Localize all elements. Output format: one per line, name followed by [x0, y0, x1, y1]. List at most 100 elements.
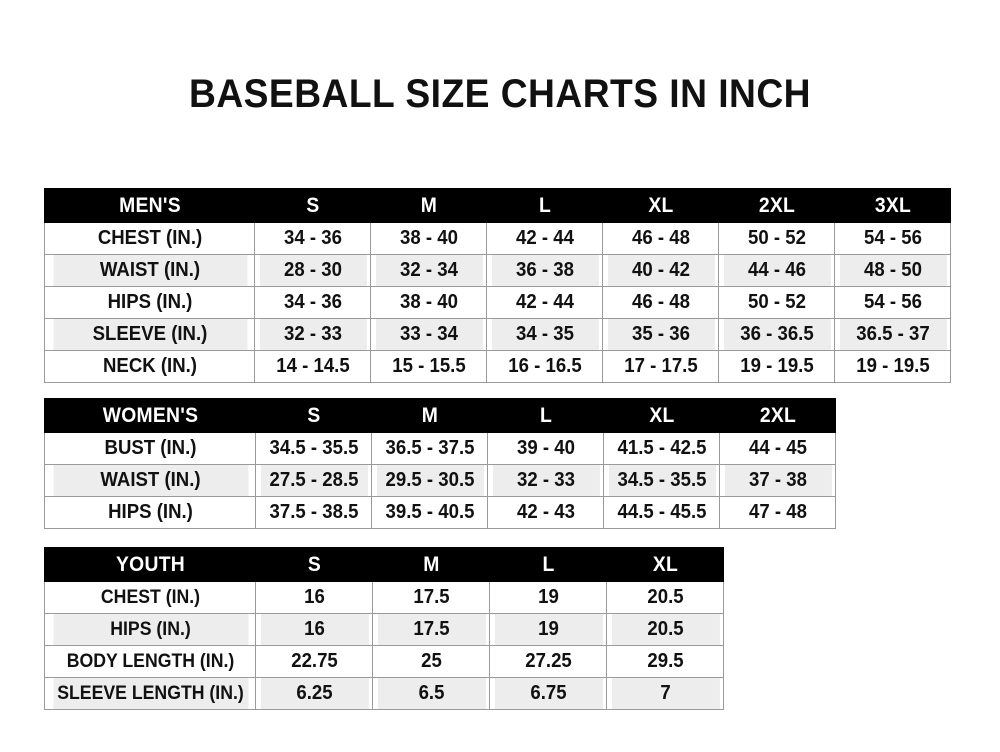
cell-value: 50 - 52: [722, 222, 831, 255]
womens-header-l: L: [491, 398, 600, 433]
cell-value: 6.75: [493, 677, 603, 710]
cell-value: 46 - 48: [606, 286, 715, 319]
table-row: HIPS (IN.) 34 - 36 38 - 40 42 - 44 46 - …: [45, 286, 951, 319]
cell-value: 25: [376, 645, 486, 678]
row-label: WAIST (IN.): [51, 254, 248, 287]
row-label: SLEEVE LENGTH (IN.): [51, 677, 249, 710]
cell-value: 27.25: [493, 645, 603, 678]
womens-table-body: BUST (IN.) 34.5 - 35.5 36.5 - 37.5 39 - …: [45, 432, 836, 529]
cell-value: 19 - 19.5: [838, 350, 947, 383]
womens-header-row: WOMEN'S S M L XL 2XL: [44, 398, 836, 433]
cell-value: 19: [493, 613, 603, 646]
womens-header-2xl: 2XL: [723, 398, 832, 433]
cell-value: 42 - 44: [490, 222, 599, 255]
row-label: CHEST (IN.): [51, 222, 248, 255]
row-label: BODY LENGTH (IN.): [51, 645, 249, 678]
cell-value: 17.5: [376, 581, 486, 614]
table-row: BUST (IN.) 34.5 - 35.5 36.5 - 37.5 39 - …: [45, 432, 836, 465]
cell-value: 44 - 46: [722, 254, 831, 287]
cell-value: 19: [493, 581, 603, 614]
row-label: HIPS (IN.): [51, 496, 249, 529]
cell-value: 50 - 52: [722, 286, 831, 319]
row-label: BUST (IN.): [51, 432, 249, 465]
cell-value: 14 - 14.5: [258, 350, 367, 383]
cell-value: 54 - 56: [838, 222, 947, 255]
cell-value: 34.5 - 35.5: [259, 432, 368, 465]
table-row: SLEEVE LENGTH (IN.) 6.25 6.5 6.75 7: [45, 677, 724, 710]
cell-value: 38 - 40: [374, 222, 483, 255]
cell-value: 34.5 - 35.5: [607, 464, 716, 497]
cell-value: 33 - 34: [374, 318, 483, 351]
table-row: NECK (IN.) 14 - 14.5 15 - 15.5 16 - 16.5…: [45, 350, 951, 383]
cell-value: 38 - 40: [374, 286, 483, 319]
cell-value: 20.5: [610, 613, 720, 646]
cell-value: 7: [610, 677, 720, 710]
row-label: NECK (IN.): [51, 350, 248, 383]
cell-value: 34 - 36: [258, 286, 367, 319]
cell-value: 39.5 - 40.5: [375, 496, 484, 529]
page-title: BASEBALL SIZE CHARTS IN INCH: [188, 72, 812, 116]
mens-header-m: M: [374, 188, 483, 223]
cell-value: 36 - 36.5: [722, 318, 831, 351]
cell-value: 19 - 19.5: [722, 350, 831, 383]
row-label: WAIST (IN.): [51, 464, 249, 497]
cell-value: 32 - 34: [374, 254, 483, 287]
table-row: BODY LENGTH (IN.) 22.75 25 27.25 29.5: [45, 645, 724, 678]
womens-header-m: M: [375, 398, 484, 433]
cell-value: 20.5: [610, 581, 720, 614]
cell-value: 36.5 - 37: [838, 318, 947, 351]
womens-header-xl: XL: [607, 398, 716, 433]
cell-value: 27.5 - 28.5: [259, 464, 368, 497]
cell-value: 16: [259, 581, 369, 614]
cell-value: 36 - 38: [490, 254, 599, 287]
mens-header-3xl: 3XL: [838, 188, 947, 223]
cell-value: 34 - 35: [490, 318, 599, 351]
youth-header-category: YOUTH: [52, 547, 248, 582]
cell-value: 32 - 33: [258, 318, 367, 351]
youth-table-head: YOUTH S M L XL: [44, 547, 724, 582]
table-row: SLEEVE (IN.) 32 - 33 33 - 34 34 - 35 35 …: [45, 318, 951, 351]
cell-value: 54 - 56: [838, 286, 947, 319]
row-label: HIPS (IN.): [51, 613, 249, 646]
mens-table-body: CHEST (IN.) 34 - 36 38 - 40 42 - 44 46 -…: [45, 222, 951, 383]
youth-header-row: YOUTH S M L XL: [44, 547, 724, 582]
cell-value: 48 - 50: [838, 254, 947, 287]
mens-size-table: MEN'S S M L XL 2XL 3XL CHEST (IN.) 34 - …: [44, 188, 951, 383]
cell-value: 29.5 - 30.5: [375, 464, 484, 497]
cell-value: 17.5: [376, 613, 486, 646]
youth-table-body: CHEST (IN.) 16 17.5 19 20.5 HIPS (IN.) 1…: [45, 581, 724, 710]
cell-value: 40 - 42: [606, 254, 715, 287]
table-row: CHEST (IN.) 16 17.5 19 20.5: [45, 581, 724, 614]
mens-header-row: MEN'S S M L XL 2XL 3XL: [44, 188, 951, 223]
mens-header-2xl: 2XL: [722, 188, 831, 223]
row-label: CHEST (IN.): [51, 581, 249, 614]
table-row: WAIST (IN.) 28 - 30 32 - 34 36 - 38 40 -…: [45, 254, 951, 287]
cell-value: 16 - 16.5: [490, 350, 599, 383]
womens-header-category: WOMEN'S: [52, 398, 248, 433]
youth-size-table: YOUTH S M L XL CHEST (IN.) 16 17.5 19 20…: [44, 547, 724, 710]
cell-value: 32 - 33: [491, 464, 600, 497]
cell-value: 42 - 44: [490, 286, 599, 319]
table-row: CHEST (IN.) 34 - 36 38 - 40 42 - 44 46 -…: [45, 222, 951, 255]
cell-value: 28 - 30: [258, 254, 367, 287]
cell-value: 34 - 36: [258, 222, 367, 255]
cell-value: 47 - 48: [723, 496, 832, 529]
cell-value: 42 - 43: [491, 496, 600, 529]
table-row: HIPS (IN.) 16 17.5 19 20.5: [45, 613, 724, 646]
cell-value: 39 - 40: [491, 432, 600, 465]
cell-value: 17 - 17.5: [606, 350, 715, 383]
cell-value: 41.5 - 42.5: [607, 432, 716, 465]
cell-value: 37 - 38: [723, 464, 832, 497]
cell-value: 37.5 - 38.5: [259, 496, 368, 529]
youth-header-s: S: [259, 547, 369, 582]
womens-table-head: WOMEN'S S M L XL 2XL: [44, 398, 836, 433]
cell-value: 22.75: [259, 645, 369, 678]
mens-header-l: L: [490, 188, 599, 223]
cell-value: 46 - 48: [606, 222, 715, 255]
cell-value: 6.5: [376, 677, 486, 710]
cell-value: 44 - 45: [723, 432, 832, 465]
youth-header-m: M: [376, 547, 486, 582]
cell-value: 29.5: [610, 645, 720, 678]
table-row: WAIST (IN.) 27.5 - 28.5 29.5 - 30.5 32 -…: [45, 464, 836, 497]
womens-size-table: WOMEN'S S M L XL 2XL BUST (IN.) 34.5 - 3…: [44, 398, 836, 529]
